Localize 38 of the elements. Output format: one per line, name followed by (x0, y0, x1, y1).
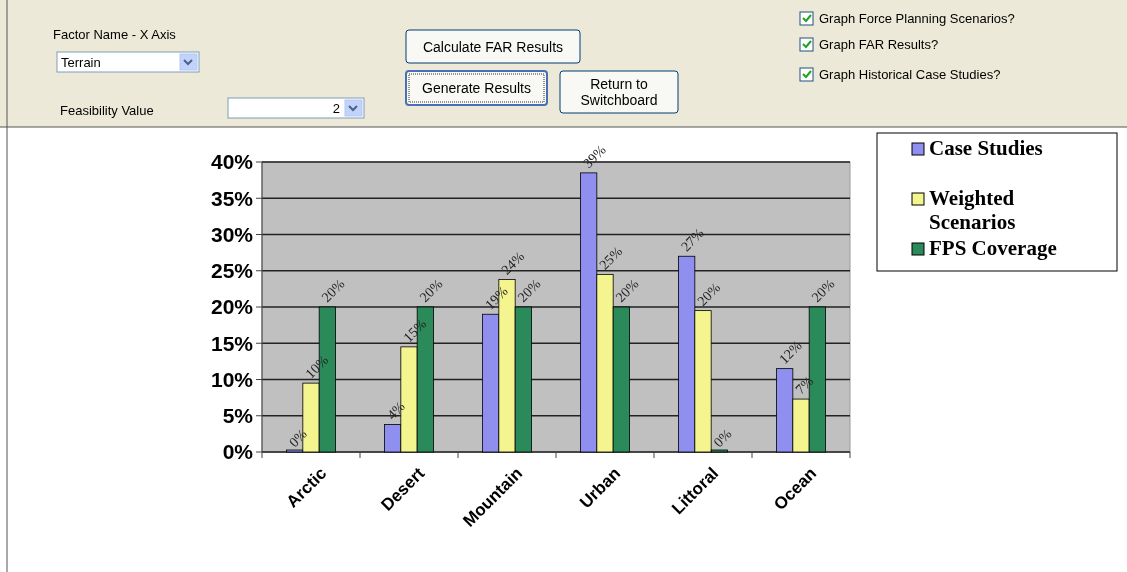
legend-label: Weighted Scenarios (929, 186, 1016, 234)
text: Return to Switchboard (580, 76, 658, 108)
text: 2 (332, 101, 340, 116)
data-label: 0% (710, 426, 735, 451)
text: Terrain (61, 55, 101, 70)
legend-label: FPS Coverage (929, 236, 1057, 260)
y-tick-label: 15% (210, 331, 254, 355)
y-tick-label: 20% (210, 295, 254, 319)
data-label: 25% (596, 243, 626, 273)
y-tick-label: 25% (210, 259, 254, 283)
text: Graph FAR Results? (819, 37, 939, 52)
y-tick-label: 10% (210, 367, 254, 391)
data-label: 7% (792, 373, 817, 398)
data-label: 20% (808, 276, 838, 306)
data-label: 10% (302, 352, 332, 382)
data-label: 15% (400, 316, 430, 345)
data-label: 12% (776, 337, 806, 367)
y-tick-label: 35% (210, 186, 254, 210)
y-tick-label: 0% (222, 440, 254, 464)
text: Calculate FAR Results (422, 38, 564, 55)
legend-label: Case Studies (929, 136, 1043, 160)
text: Graph Force Planning Scenarios? (819, 11, 1015, 26)
data-label: 20% (318, 276, 348, 306)
y-tick-label: 40% (210, 150, 254, 174)
text: Factor Name - X Axis (53, 27, 177, 42)
data-label: 39% (580, 142, 610, 171)
y-tick-label: 30% (210, 222, 254, 246)
data-label: 20% (694, 279, 724, 309)
data-label: 20% (416, 276, 446, 306)
text: Generate Results (422, 80, 531, 96)
text: Feasibility Value (60, 103, 154, 118)
data-label: 24% (498, 248, 528, 278)
text: Graph Historical Case Studies? (819, 67, 1001, 82)
data-label: 20% (514, 276, 544, 306)
data-label: 20% (612, 276, 642, 306)
y-tick-label: 5% (222, 404, 254, 428)
data-label: 0% (286, 426, 311, 451)
data-label: 19% (482, 283, 512, 313)
